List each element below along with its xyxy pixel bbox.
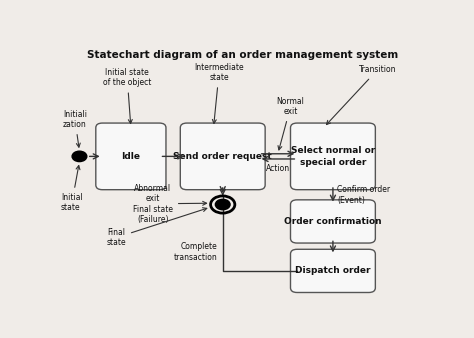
- Text: Complete
transaction: Complete transaction: [173, 242, 217, 262]
- FancyBboxPatch shape: [291, 249, 375, 292]
- Text: Confirm order
(Event): Confirm order (Event): [337, 185, 391, 205]
- Text: Order confirmation: Order confirmation: [284, 217, 382, 226]
- Text: Dispatch order: Dispatch order: [295, 266, 371, 275]
- FancyBboxPatch shape: [291, 123, 375, 190]
- Text: Idle: Idle: [121, 152, 140, 161]
- FancyBboxPatch shape: [96, 123, 166, 190]
- Text: Initiali
zation: Initiali zation: [63, 110, 87, 147]
- Text: Final
state: Final state: [106, 208, 207, 247]
- Text: Transition: Transition: [327, 65, 396, 124]
- Text: Select normal or
special order: Select normal or special order: [291, 146, 375, 167]
- Text: Abnormal
exit
Final state
(Failure): Abnormal exit Final state (Failure): [133, 184, 207, 224]
- Circle shape: [215, 199, 230, 210]
- Circle shape: [72, 151, 87, 162]
- Text: Intermediate
state: Intermediate state: [194, 63, 244, 123]
- Text: Statechart diagram of an order management system: Statechart diagram of an order managemen…: [87, 50, 399, 60]
- FancyBboxPatch shape: [180, 123, 265, 190]
- Text: Initial
state: Initial state: [61, 166, 83, 212]
- Text: Normal
exit: Normal exit: [277, 97, 305, 150]
- Text: Send order request: Send order request: [173, 152, 272, 161]
- Text: Initial state
of the object: Initial state of the object: [103, 68, 151, 123]
- Text: Action: Action: [266, 164, 290, 173]
- FancyBboxPatch shape: [291, 200, 375, 243]
